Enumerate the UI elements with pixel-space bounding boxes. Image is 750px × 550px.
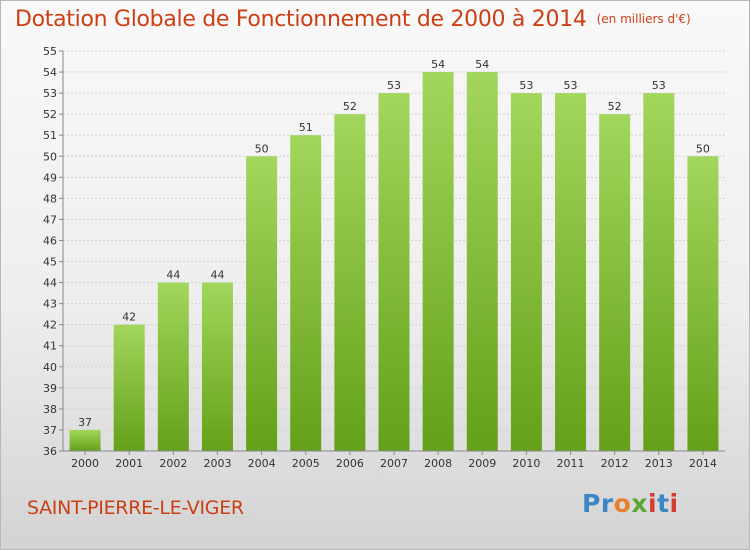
value-label-2004: 50	[255, 142, 269, 155]
y-tick-label: 39	[43, 382, 57, 395]
chart-subtitle: (en milliers d'€)	[596, 12, 691, 26]
x-tick-label-2002: 2002	[159, 457, 187, 470]
bar-2000	[69, 429, 101, 451]
bar-2010	[510, 93, 542, 452]
value-labels: 37 42 44 44 50 51 52 53 54 54 53 53 52 53 50	[78, 58, 710, 429]
y-tick-label: 53	[43, 87, 57, 100]
value-label-2014: 50	[696, 142, 710, 155]
x-tick-label-2014: 2014	[689, 457, 717, 470]
y-tick-label: 38	[43, 403, 57, 416]
value-label-2009: 54	[475, 58, 489, 71]
y-tick-label: 37	[43, 424, 57, 437]
bar-2012	[599, 114, 631, 451]
y-tick-label: 55	[43, 45, 57, 58]
commune-name: SAINT-PIERRE-LE-VIGER	[27, 497, 244, 519]
y-tick-label: 49	[43, 171, 57, 184]
x-tick-label-2003: 2003	[203, 457, 231, 470]
y-tick-label: 36	[43, 445, 57, 458]
y-tick-label: 47	[43, 213, 57, 226]
y-tick-label: 52	[43, 108, 57, 121]
x-axis-ticks: 2000 2001 2002 2003 2004 2005 2006 2007 2008 2009…	[71, 451, 717, 470]
value-label-2005: 51	[299, 121, 313, 134]
x-tick-label-2009: 2009	[468, 457, 496, 470]
bar-2007	[378, 93, 410, 452]
y-tick-label: 48	[43, 192, 57, 205]
bar-2014	[687, 156, 719, 451]
y-tick-label: 46	[43, 234, 57, 247]
x-tick-label-2004: 2004	[248, 457, 276, 470]
value-label-2006: 52	[343, 100, 357, 113]
y-tick-label: 42	[43, 319, 57, 332]
y-tick-label: 41	[43, 340, 57, 353]
y-tick-label: 51	[43, 129, 57, 142]
bar-2003	[201, 282, 233, 451]
x-tick-label-2000: 2000	[71, 457, 99, 470]
bar-2005	[290, 135, 322, 452]
axes	[62, 51, 725, 452]
x-tick-label-2001: 2001	[115, 457, 143, 470]
value-label-2012: 52	[608, 100, 622, 113]
value-label-2007: 53	[387, 79, 401, 92]
chart-title: Dotation Globale de Fonctionnement de 20…	[15, 7, 587, 32]
bar-2013	[643, 93, 675, 452]
value-label-2003: 44	[210, 269, 224, 282]
value-label-2001: 42	[122, 311, 136, 324]
bar-2009	[466, 72, 498, 451]
x-tick-label-2013: 2013	[645, 457, 673, 470]
y-tick-label: 40	[43, 361, 57, 374]
value-label-2010: 53	[519, 79, 533, 92]
x-tick-label-2006: 2006	[336, 457, 364, 470]
bar-2002	[157, 282, 189, 451]
y-tick-label: 45	[43, 256, 57, 269]
y-tick-label: 44	[43, 277, 57, 290]
y-tick-label: 43	[43, 298, 57, 311]
bar-2004	[246, 156, 278, 451]
value-label-2000: 37	[78, 416, 92, 429]
value-label-2013: 53	[652, 79, 666, 92]
x-tick-label-2008: 2008	[424, 457, 452, 470]
y-axis-ticks: 36 37 38 39 40 41 42 43 44 45 46 47 48 49 50 51 52 53 54 55	[43, 45, 63, 458]
value-label-2008: 54	[431, 58, 445, 71]
y-tick-label: 54	[43, 66, 57, 79]
proxiti-logo: Proxiti	[582, 489, 679, 518]
x-tick-label-2010: 2010	[512, 457, 540, 470]
bar-2008	[422, 72, 454, 451]
bar-2011	[555, 93, 587, 452]
bars	[69, 72, 719, 452]
bar-2001	[113, 324, 145, 451]
chart-title-block: Dotation Globale de Fonctionnement de 20…	[15, 7, 691, 32]
bar-2006	[334, 114, 366, 451]
x-tick-label-2012: 2012	[601, 457, 629, 470]
x-tick-label-2007: 2007	[380, 457, 408, 470]
value-label-2002: 44	[166, 269, 180, 282]
value-label-2011: 53	[564, 79, 578, 92]
x-tick-label-2011: 2011	[557, 457, 585, 470]
x-tick-label-2005: 2005	[292, 457, 320, 470]
y-tick-label: 50	[43, 150, 57, 163]
